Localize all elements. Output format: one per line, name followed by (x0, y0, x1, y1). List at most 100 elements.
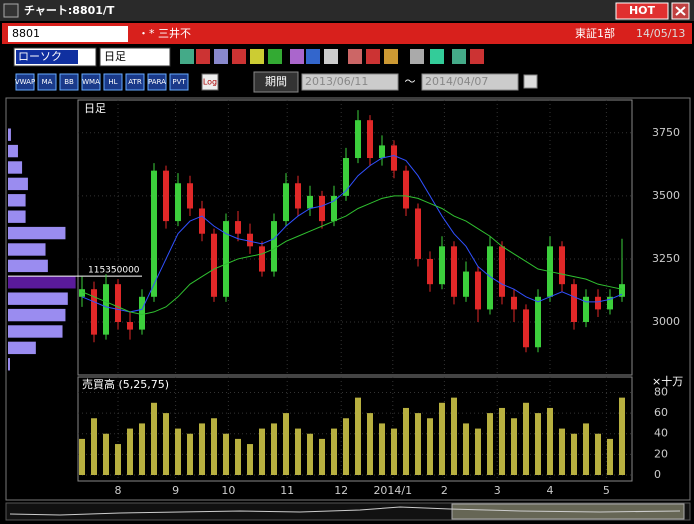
volume-bar (175, 428, 181, 475)
tool-icon[interactable] (250, 49, 264, 64)
profile-bar (8, 144, 18, 158)
tool-icon[interactable] (452, 49, 466, 64)
y-tick-label: 3000 (652, 315, 680, 328)
indicator-label[interactable]: WMA (82, 78, 100, 86)
indicator-label[interactable]: BB (64, 78, 74, 86)
candle-body (391, 145, 397, 171)
indicator-label[interactable]: VWAP (15, 78, 35, 86)
indicator-label[interactable]: PARA (148, 78, 166, 86)
candle-body (427, 258, 433, 285)
profile-bar (8, 210, 26, 223)
candle-body (595, 296, 601, 310)
indicator-button[interactable] (147, 73, 167, 91)
log-button[interactable] (201, 73, 219, 91)
tool-icon[interactable] (410, 49, 424, 64)
volume-bar (595, 433, 601, 475)
hot-label[interactable]: HOT (629, 4, 656, 17)
candle-body (283, 183, 289, 222)
tool-icon[interactable] (290, 49, 304, 64)
period-select[interactable] (99, 47, 171, 67)
candle-body (439, 246, 445, 285)
period[interactable]: 日足 (104, 50, 126, 63)
range-checkbox[interactable] (523, 74, 538, 89)
indicator-buttons: VWAP MA BB WMA HL ATR PARA PVT (15, 73, 189, 91)
indicator-button[interactable] (15, 73, 35, 91)
tool-icon[interactable] (232, 49, 246, 64)
x-tick-label: 4 (547, 484, 554, 497)
indicator-button[interactable] (169, 73, 189, 91)
log-label[interactable]: Log (203, 78, 217, 87)
indicator-button[interactable] (103, 73, 123, 91)
tool-icon[interactable] (180, 49, 194, 64)
indicator-label[interactable]: HL (108, 78, 117, 86)
indicator-label[interactable]: ATR (128, 78, 142, 86)
indicator-label[interactable]: MA (42, 78, 53, 86)
indicator-button[interactable] (81, 73, 101, 91)
volume-bar (499, 407, 505, 475)
profile-bar (8, 194, 26, 207)
range-to-input[interactable] (421, 73, 519, 91)
indicator-label[interactable]: PVT (172, 78, 186, 86)
candle-body (127, 322, 133, 330)
candle-body (331, 195, 337, 222)
candle-body (151, 170, 157, 297)
tool-icon[interactable] (306, 49, 320, 64)
profile-bar (8, 325, 63, 338)
x-tick-label: 5 (603, 484, 610, 497)
candle-body (355, 120, 361, 159)
tool-icon[interactable] (430, 49, 444, 64)
candle-body (235, 221, 241, 234)
profile-bar (8, 341, 36, 355)
volume-panel (77, 376, 633, 482)
candle-body (139, 296, 145, 330)
ma-line (81, 195, 623, 315)
volume-bar (391, 428, 397, 475)
indicator-button[interactable] (37, 73, 57, 91)
volume-bar (427, 418, 433, 475)
range-from[interactable]: 2013/06/11 (305, 75, 368, 88)
volume-bar (535, 413, 541, 475)
chart-frame (5, 97, 691, 501)
volume-tick-label: 80 (654, 385, 668, 398)
tool-icon[interactable] (348, 49, 362, 64)
range-button[interactable] (253, 71, 299, 93)
code-input[interactable] (8, 26, 128, 42)
range-from-input[interactable] (301, 73, 399, 91)
code-text[interactable]: 8801 (12, 27, 40, 40)
range-to[interactable]: 2014/04/07 (425, 75, 488, 88)
volume-bar (187, 433, 193, 475)
symbol-bar (2, 23, 692, 44)
x-tick-label: 8 (115, 484, 122, 497)
range-label[interactable]: 期間 (265, 75, 287, 88)
tool-icon[interactable] (470, 49, 484, 64)
tool-icon[interactable] (366, 49, 380, 64)
tool-icon[interactable] (324, 49, 338, 64)
candle-body (571, 284, 577, 323)
volume-bar (115, 444, 121, 475)
indicator-button[interactable] (59, 73, 79, 91)
candle-body (199, 208, 205, 234)
volume-bar (319, 438, 325, 475)
tool-icon[interactable] (196, 49, 210, 64)
volume-bar (295, 428, 301, 475)
candle-body (559, 246, 565, 285)
candle-body (271, 221, 277, 272)
tool-icon[interactable] (214, 49, 228, 64)
volume-label: 売買高 (5,25,75) (82, 377, 169, 391)
candle-body (211, 233, 217, 297)
indicator-button[interactable] (125, 73, 145, 91)
volume-bar (415, 413, 421, 475)
volume-tick-label: 0 (654, 468, 661, 481)
close-icon (675, 6, 686, 16)
app-icon (3, 3, 19, 18)
hot-button[interactable] (615, 2, 669, 20)
volume-bar (283, 413, 289, 475)
candle-body (223, 221, 229, 297)
volume-bar (247, 444, 253, 475)
volume-bar (559, 428, 565, 475)
chart-kind[interactable]: ローソク (18, 50, 62, 63)
candle-body (511, 296, 517, 310)
tool-icon[interactable] (268, 49, 282, 64)
tool-icon[interactable] (384, 49, 398, 64)
